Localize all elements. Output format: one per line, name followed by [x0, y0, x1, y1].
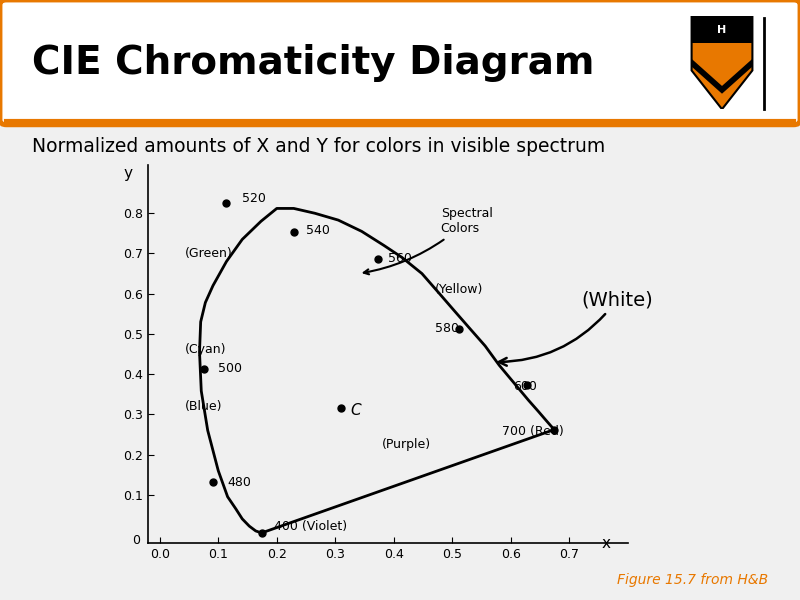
Text: Spectral
Colors: Spectral Colors — [364, 207, 493, 274]
Text: y: y — [123, 166, 132, 181]
Text: $C$: $C$ — [350, 402, 362, 418]
Text: 400 (Violet): 400 (Violet) — [274, 520, 347, 533]
Text: (Blue): (Blue) — [185, 400, 222, 413]
Text: 0: 0 — [132, 535, 140, 547]
Text: 580: 580 — [435, 322, 459, 335]
Text: (Cyan): (Cyan) — [185, 343, 226, 356]
Text: Figure 15.7 from H&B: Figure 15.7 from H&B — [617, 573, 768, 587]
Text: 520: 520 — [242, 192, 266, 205]
Text: 540: 540 — [306, 224, 330, 238]
Text: 700 (Red): 700 (Red) — [502, 425, 563, 438]
Text: 600: 600 — [513, 380, 537, 392]
Text: x: x — [602, 535, 610, 551]
Text: Normalized amounts of X and Y for colors in visible spectrum: Normalized amounts of X and Y for colors… — [32, 137, 606, 157]
Text: 480: 480 — [227, 476, 251, 489]
Text: (Yellow): (Yellow) — [435, 283, 483, 296]
Text: (Purple): (Purple) — [382, 438, 431, 451]
Text: 560: 560 — [388, 252, 412, 265]
Text: 500: 500 — [218, 362, 242, 374]
Text: CIE Chromaticity Diagram: CIE Chromaticity Diagram — [32, 44, 594, 82]
Text: (Green): (Green) — [185, 247, 233, 260]
Polygon shape — [691, 16, 752, 43]
Polygon shape — [691, 16, 752, 109]
Polygon shape — [691, 59, 752, 94]
Text: H: H — [718, 25, 726, 35]
Text: (White): (White) — [499, 290, 653, 366]
